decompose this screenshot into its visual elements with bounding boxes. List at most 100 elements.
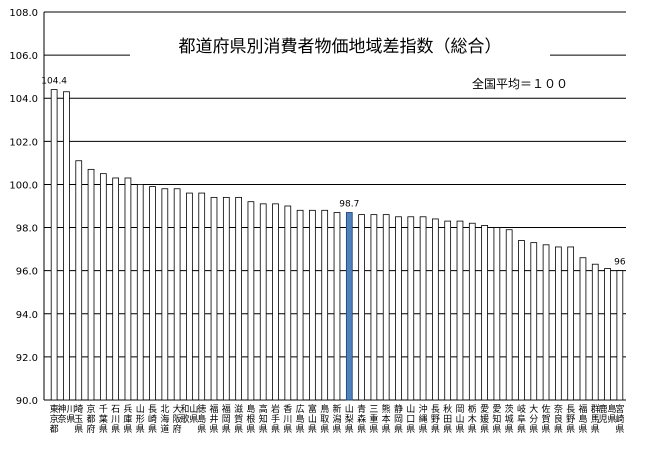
x-category-char: 三 <box>369 405 378 415</box>
x-category-char: 媛 <box>480 413 489 425</box>
x-category-char: 愛 <box>480 403 489 415</box>
x-category-char: 県 <box>591 424 600 435</box>
x-category-char: 県 <box>554 424 563 435</box>
x-category-char: 口 <box>406 415 415 425</box>
x-category-char: 県 <box>320 424 329 435</box>
x-category-char: 県 <box>615 424 624 435</box>
bar-35 <box>481 224 488 401</box>
bar-8 <box>149 186 156 401</box>
y-tick-label: 98.0 <box>16 224 38 235</box>
x-category-char: 沖 <box>419 403 428 415</box>
x-category-char: 県 <box>259 424 268 435</box>
x-category-char: 野 <box>566 414 575 425</box>
x-category-char: 崎 <box>148 413 157 425</box>
bar-42 <box>567 246 575 401</box>
x-category-char: 県 <box>566 424 575 435</box>
x-category-char: 県 <box>455 424 464 435</box>
bar-0 <box>50 89 58 401</box>
x-category-char: 和 <box>180 404 189 415</box>
x-category-char: 富 <box>308 403 317 415</box>
x-category-char: 茨 <box>505 403 514 415</box>
bar-46 <box>616 270 624 401</box>
x-category-char: 都 <box>87 414 96 425</box>
x-category-char: 県 <box>345 424 354 435</box>
x-category-char: 都 <box>50 424 59 435</box>
x-category-char: 長 <box>431 404 440 415</box>
bar-32 <box>444 220 452 401</box>
x-category-char: 山 <box>345 404 354 415</box>
bar-45 <box>604 268 611 401</box>
data-label-46: 96 <box>614 258 626 268</box>
x-category-char: 新 <box>332 403 341 415</box>
x-category-char: 岐 <box>517 403 526 415</box>
x-category-char: 府 <box>173 423 182 435</box>
x-category-char: 鹿 <box>599 403 608 415</box>
bar-15 <box>235 196 242 401</box>
x-category-char: 埼 <box>74 403 83 415</box>
x-category-char: 城 <box>505 414 514 425</box>
bar-26 <box>370 214 378 401</box>
bar-43 <box>579 257 587 401</box>
bar-3 <box>87 168 95 401</box>
chart-title: 都道府県別消費者物価地域差指数（総合） <box>179 37 502 57</box>
bar-34 <box>468 222 476 401</box>
x-category-char: 徳 <box>197 403 206 415</box>
x-category-char: 県 <box>148 424 157 435</box>
x-category-char: 奈 <box>554 403 563 415</box>
x-category-char: 形 <box>136 413 145 425</box>
bar-6 <box>124 177 132 401</box>
x-category-char: 賀 <box>234 413 243 425</box>
bar-5 <box>112 177 119 401</box>
y-tick-label: 92.0 <box>16 353 38 364</box>
x-category-char: 宮 <box>615 403 624 415</box>
x-category-char: 鳥 <box>320 403 329 415</box>
x-category-char: 県 <box>246 424 255 435</box>
x-category-char: 本 <box>382 413 391 425</box>
bar-7 <box>136 184 144 401</box>
x-category-char: 知 <box>259 413 268 425</box>
x-category-char: 県 <box>542 424 551 435</box>
x-category-char: 田 <box>443 414 452 425</box>
x-category-char: 県 <box>66 414 75 425</box>
x-category-char: 京 <box>87 403 96 415</box>
x-category-char: 重 <box>369 413 378 425</box>
x-category-char: 県 <box>419 424 428 435</box>
bar-16 <box>247 201 255 401</box>
x-category-char: 県 <box>189 414 198 425</box>
x-category-char: 府 <box>87 423 96 435</box>
x-category-char: 県 <box>111 424 120 435</box>
x-category-char: 群 <box>591 403 600 415</box>
x-category-char: 秋 <box>443 403 452 415</box>
x-category-char: 島 <box>296 413 305 425</box>
bar-20 <box>296 209 304 401</box>
x-category-char: 県 <box>505 424 514 435</box>
x-category-char: 福 <box>578 403 587 415</box>
x-category-char: 愛 <box>492 403 501 415</box>
x-category-char: 山 <box>136 404 145 415</box>
x-category-char: 広 <box>296 403 305 415</box>
x-category-char: 県 <box>234 424 243 435</box>
bar-30 <box>419 216 427 401</box>
y-tick-label: 108.0 <box>9 8 38 19</box>
bar-24 <box>345 212 353 401</box>
x-category-char: 県 <box>210 424 219 435</box>
x-category-char: 石 <box>111 405 120 415</box>
x-category-char: 野 <box>431 414 440 425</box>
x-category-char: 県 <box>492 424 501 435</box>
data-labels: 104.4 98.7 96 <box>41 77 626 268</box>
x-category-char: 香 <box>283 404 292 415</box>
x-category-char: 静 <box>394 403 403 415</box>
x-category-char: 県 <box>394 424 403 435</box>
bar-23 <box>333 212 341 401</box>
x-category-char: 長 <box>566 404 575 415</box>
bar-19 <box>284 205 292 401</box>
x-category-char: 分 <box>529 414 538 425</box>
x-category-char: 川 <box>66 405 75 415</box>
x-category-char: 県 <box>357 424 366 435</box>
x-category-char: 県 <box>517 424 526 435</box>
x-category-char: 歌 <box>180 413 189 425</box>
x-category-char: 県 <box>136 424 145 435</box>
x-category-char: 滋 <box>234 403 243 415</box>
x-category-char: 県 <box>608 414 617 425</box>
x-category-char: 県 <box>332 424 341 435</box>
